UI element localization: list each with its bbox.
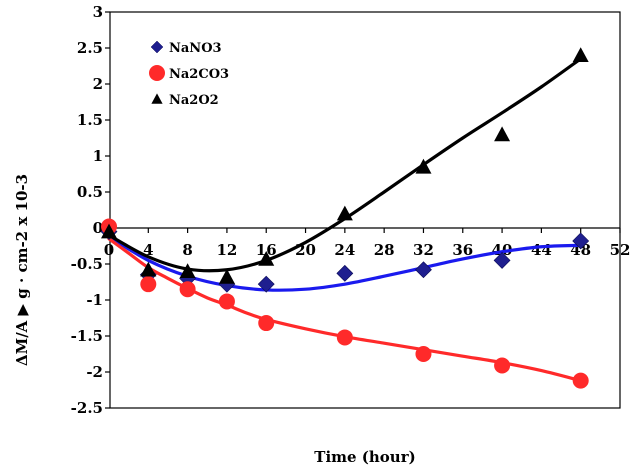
y-axis: 3 2.5 2 1.5 1 0.5 0 -0.5 -1 -1.5 -2 -2.5 [71,3,110,417]
y-tick-label: 1 [93,147,103,165]
legend-marker-na2co3 [149,65,165,81]
y-tick-label: -1 [86,291,103,309]
data-points [100,47,590,389]
y-tick-label: 1.5 [77,111,103,129]
data-point-na2co3 [218,293,235,310]
data-point-na2o2 [218,268,235,284]
data-point-na2co3 [258,315,275,332]
x-tick-label: 24 [334,241,355,259]
data-point-nano3 [493,251,511,269]
data-point-na2o2 [258,250,275,266]
data-point-nano3 [572,232,590,250]
data-point-nano3 [257,275,275,293]
x-axis-title: Time (hour) [314,448,415,466]
x-tick-label: 8 [182,241,192,259]
data-point-na2co3 [179,281,196,298]
y-tick-label: 0.5 [77,183,103,201]
data-point-na2o2 [336,205,353,221]
y-tick-label: 3 [93,3,103,21]
data-point-na2o2 [101,223,117,239]
x-axis: 0 4 8 12 16 20 24 28 32 36 40 44 48 52 [104,227,631,259]
legend: NaNO3 Na2CO3 Na2O2 [149,40,229,108]
y-tick-label: 2 [93,75,103,93]
data-point-na2co3 [140,276,157,293]
y-tick-label: -2.5 [71,399,103,417]
data-point-na2o2 [415,158,432,174]
x-tick-label: 40 [492,241,513,259]
x-tick-label: 28 [374,241,395,259]
x-tick-label: 36 [452,241,473,259]
x-tick-label: 52 [610,241,631,259]
legend-label-na2co3: Na2CO3 [169,67,229,82]
data-point-nano3 [336,264,354,282]
x-tick-label: 0 [104,241,114,259]
data-point-na2co3 [494,357,511,374]
legend-label-nano3: NaNO3 [169,41,222,56]
x-tick-label: 32 [413,241,434,259]
data-point-na2o2 [572,47,589,62]
x-tick-label: 16 [256,241,277,259]
data-point-na2co3 [415,346,432,362]
y-tick-label: -2 [86,363,103,381]
y-tick-label: 0 [93,219,103,237]
data-point-nano3 [415,261,432,279]
data-point-na2o2 [494,126,511,142]
legend-marker-na2o2 [151,93,163,104]
data-point-na2co3 [572,372,589,389]
x-tick-label: 44 [531,241,552,259]
y-tick-label: -1.5 [71,327,103,345]
data-point-na2o2 [179,263,196,278]
data-point-na2co3 [336,329,353,346]
legend-marker-nano3 [150,40,164,54]
plot-area [109,11,621,409]
data-point-na2o2 [140,261,157,277]
legend-label-na2o2: Na2O2 [169,93,219,108]
y-axis-title: ΔM/A ▶ g · cm-2 x 10-3 [13,174,31,366]
y-tick-label: -0.5 [71,255,103,273]
x-tick-label: 12 [216,241,237,259]
y-tick-label: 2.5 [77,39,103,57]
x-tick-label: 4 [143,241,153,259]
